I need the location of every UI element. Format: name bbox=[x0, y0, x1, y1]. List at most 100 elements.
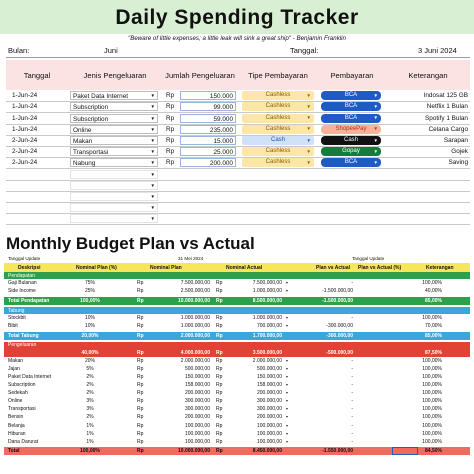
chevron-down-icon[interactable] bbox=[286, 323, 291, 329]
chevron-down-icon: ▼ bbox=[150, 160, 155, 166]
row-plan-percent: 1% bbox=[86, 438, 94, 445]
jenis-dropdown[interactable]: ▼ Subscription bbox=[70, 102, 158, 112]
amount-field[interactable]: 150.000 bbox=[180, 91, 236, 101]
jenis-dropdown[interactable]: ▼ bbox=[70, 214, 158, 224]
chevron-down-icon[interactable] bbox=[286, 431, 291, 437]
currency-label: Rp bbox=[137, 447, 144, 454]
row-plan-percent: 2% bbox=[86, 373, 94, 380]
jenis-dropdown[interactable]: ▼ Nabung bbox=[70, 158, 158, 168]
currency-label: Rp bbox=[137, 357, 144, 364]
chevron-down-icon[interactable] bbox=[286, 439, 291, 445]
row-nominal-actual: 700.000,00 bbox=[256, 323, 282, 330]
row-divider bbox=[6, 157, 470, 159]
chevron-down-icon[interactable] bbox=[286, 390, 291, 396]
row-divider bbox=[6, 224, 470, 226]
chevron-down-icon[interactable] bbox=[286, 366, 291, 372]
currency-label: Rp bbox=[166, 125, 175, 133]
row-plan-percent: 20% bbox=[84, 357, 95, 364]
currency-label: Rp bbox=[137, 288, 144, 295]
tipe-pembayaran-pill[interactable]: Cashless ▼ bbox=[242, 113, 314, 123]
tipe-pembayaran-pill[interactable]: Cash ▼ bbox=[242, 136, 314, 145]
jenis-dropdown[interactable]: ▼ Makan bbox=[70, 136, 158, 145]
currency-label: Rp bbox=[216, 357, 223, 364]
row-plan-vs-actual: - bbox=[351, 430, 353, 437]
chevron-down-icon[interactable] bbox=[286, 423, 291, 429]
row-nominal-plan: 2.000.000,00 bbox=[180, 332, 210, 339]
jenis-dropdown[interactable]: ▼ bbox=[70, 169, 158, 179]
row-plan-vs-actual-percent: 84,50% bbox=[425, 447, 442, 454]
currency-label: Rp bbox=[216, 332, 223, 339]
currency-label: Rp bbox=[216, 365, 223, 372]
row-plan-vs-actual: - bbox=[351, 414, 353, 421]
jenis-dropdown[interactable]: ▼ Transportasi bbox=[70, 147, 158, 157]
chevron-down-icon[interactable] bbox=[286, 406, 291, 412]
row-keterangan: Indosat 125 GB bbox=[423, 92, 468, 100]
row-plan-vs-actual-percent: 100,00% bbox=[422, 315, 442, 322]
pembayaran-pill[interactable]: BCA ▼ bbox=[321, 158, 381, 168]
row-nominal-plan: 4.000.000,00 bbox=[180, 349, 210, 356]
currency-label: Rp bbox=[137, 332, 144, 339]
chevron-down-icon: ▼ bbox=[150, 138, 155, 143]
pembayaran-pill[interactable]: Gopay ▼ bbox=[321, 147, 381, 157]
chevron-down-icon: ▼ bbox=[306, 159, 311, 165]
pembayaran-pill[interactable]: BCA ▼ bbox=[321, 91, 381, 101]
amount-field[interactable]: 235.000 bbox=[180, 124, 236, 134]
row-plan-vs-actual-percent: 100,00% bbox=[422, 438, 442, 445]
jenis-dropdown[interactable]: ▼ bbox=[70, 203, 158, 213]
row-nominal-actual: 500.000,00 bbox=[256, 365, 282, 372]
row-plan-percent: 5% bbox=[86, 365, 94, 372]
pembayaran-pill[interactable]: BCA ▼ bbox=[321, 113, 381, 123]
row-divider bbox=[6, 179, 470, 181]
row-nominal-actual: 8.450.000,00 bbox=[252, 447, 282, 454]
chevron-down-icon[interactable] bbox=[286, 398, 291, 404]
chevron-down-icon[interactable] bbox=[286, 280, 291, 286]
pembayaran-pill[interactable]: ShopeePay ▼ bbox=[321, 124, 381, 134]
chevron-down-icon[interactable] bbox=[286, 315, 291, 321]
chevron-down-icon[interactable] bbox=[286, 288, 291, 294]
tipe-pembayaran-pill[interactable]: Cashless ▼ bbox=[242, 124, 314, 134]
pembayaran-pill[interactable]: Cash ▼ bbox=[321, 136, 381, 145]
tipe-pembayaran-pill[interactable]: Cashless ▼ bbox=[242, 91, 314, 101]
total-pendapatan-row bbox=[4, 297, 470, 306]
chevron-down-icon[interactable] bbox=[286, 414, 291, 420]
row-nominal-plan: 100.000,00 bbox=[184, 438, 210, 445]
currency-label: Rp bbox=[137, 280, 144, 287]
jenis-dropdown[interactable]: ▼ Subscription bbox=[70, 113, 158, 123]
jenis-dropdown[interactable]: ▼ bbox=[70, 192, 158, 201]
row-deskripsi: Total Tabung bbox=[8, 332, 39, 339]
jenis-value: Nabung bbox=[73, 160, 96, 168]
amount-field[interactable]: 59.000 bbox=[180, 113, 236, 123]
currency-label: Rp bbox=[216, 414, 223, 421]
currency-label: Rp bbox=[137, 422, 144, 429]
jenis-dropdown[interactable]: ▼ Paket Data Internet bbox=[70, 91, 158, 101]
bulan-value[interactable]: Juni bbox=[104, 46, 118, 55]
tipe-pembayaran-pill[interactable]: Cashless ▼ bbox=[242, 158, 314, 168]
tanggal-value: 3 Juni 2024 bbox=[418, 46, 457, 55]
currency-label: Rp bbox=[137, 315, 144, 322]
amount-field[interactable]: 200.000 bbox=[180, 158, 236, 168]
total-tabung-row bbox=[4, 331, 470, 340]
row-plan-vs-actual: - bbox=[351, 390, 353, 397]
amount-field[interactable]: 99.000 bbox=[180, 102, 236, 112]
chevron-down-icon: ▼ bbox=[150, 205, 155, 211]
amount-field[interactable]: 15.000 bbox=[180, 136, 236, 145]
chevron-down-icon[interactable] bbox=[286, 374, 291, 380]
pembayaran-pill[interactable]: BCA ▼ bbox=[321, 102, 381, 112]
row-deskripsi: Subscription bbox=[8, 382, 36, 389]
jenis-dropdown[interactable]: ▼ Online bbox=[70, 124, 158, 134]
tracker-title-bar: Daily Spending Tracker bbox=[0, 0, 474, 34]
jenis-dropdown[interactable]: ▼ bbox=[70, 180, 158, 190]
row-nominal-plan: 10.000.000,00 bbox=[178, 298, 210, 305]
chevron-down-icon[interactable] bbox=[286, 382, 291, 388]
amount-field[interactable]: 25.000 bbox=[180, 147, 236, 157]
currency-label: Rp bbox=[216, 349, 223, 356]
tipe-pembayaran-pill[interactable]: Cashless ▼ bbox=[242, 102, 314, 112]
currency-label: Rp bbox=[216, 390, 223, 397]
tipe-pembayaran-pill[interactable]: Cashless ▼ bbox=[242, 147, 314, 157]
chevron-down-icon: ▼ bbox=[150, 194, 155, 199]
row-deskripsi: Paket Data Internet bbox=[8, 373, 52, 380]
currency-label: Rp bbox=[166, 159, 175, 167]
row-plan-percent: 20,00% bbox=[81, 332, 99, 339]
chevron-down-icon: ▼ bbox=[306, 115, 311, 121]
chevron-down-icon[interactable] bbox=[286, 358, 291, 364]
